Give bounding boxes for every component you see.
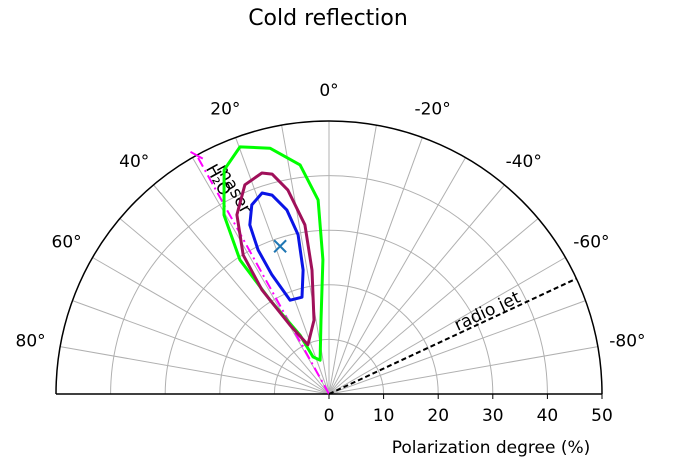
r-tick-label: 0 — [324, 406, 335, 426]
grid-spoke — [328, 157, 466, 395]
theta-tick-label: 20° — [210, 99, 240, 119]
r-tick-label: 20 — [427, 406, 449, 426]
grid-circle — [164, 229, 494, 395]
annotation-cap — [190, 150, 204, 160]
grid-spoke — [119, 218, 330, 395]
grid-spoke — [92, 257, 330, 395]
grid-circle — [110, 175, 548, 395]
chart-title: Cold reflection — [248, 6, 408, 31]
annotation-line — [328, 277, 577, 395]
theta-tick-label: 60° — [52, 233, 82, 253]
theta-tick-label: -60° — [573, 233, 609, 253]
grid-spoke — [328, 300, 586, 395]
grid-circle — [273, 338, 385, 395]
annotation-line — [195, 154, 330, 395]
grid-spoke — [328, 346, 598, 395]
grid-spoke — [328, 137, 423, 395]
grid-spoke — [328, 257, 566, 395]
theta-tick-label: -40° — [506, 152, 542, 172]
r-tick-label: 10 — [373, 406, 395, 426]
contour — [235, 171, 316, 347]
grid-spoke — [153, 184, 330, 395]
grid-spoke — [328, 184, 505, 395]
theta-tick-label: 40° — [119, 152, 149, 172]
grid-spoke — [328, 125, 377, 395]
theta-tick-label: 0° — [319, 81, 338, 101]
grid-spoke — [60, 346, 330, 395]
marker — [273, 239, 287, 253]
theta-tick-label: -80° — [609, 331, 645, 351]
r-tick-label: 40 — [537, 406, 559, 426]
grid-circle — [219, 284, 439, 395]
r-tick-label: 50 — [591, 406, 613, 426]
r-tick-label: 30 — [482, 406, 504, 426]
contour — [222, 145, 325, 362]
theta-tick-label: -20° — [414, 99, 450, 119]
theta-tick-label: 80° — [16, 331, 46, 351]
contour — [248, 191, 305, 302]
grid-spoke — [328, 218, 539, 395]
grid-spoke — [72, 300, 330, 395]
r-axis-label: Polarization degree (%) — [392, 438, 591, 458]
annotation-text: radio jet — [451, 287, 524, 335]
